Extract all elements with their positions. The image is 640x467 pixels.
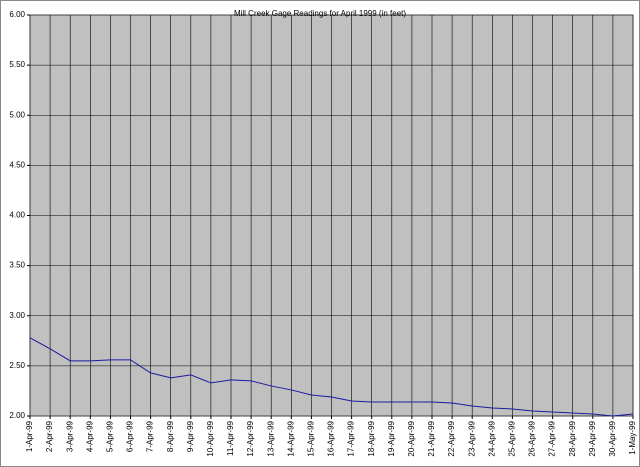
y-tick-label: 3.00 bbox=[9, 311, 25, 320]
x-tick-label: 20-Apr-99 bbox=[407, 420, 416, 456]
y-tick-label: 3.50 bbox=[9, 261, 25, 270]
x-tick-label: 17-Apr-99 bbox=[347, 420, 356, 456]
data-line bbox=[29, 337, 634, 417]
x-tick-label: 10-Apr-99 bbox=[206, 420, 215, 456]
x-tick-label: 18-Apr-99 bbox=[367, 420, 376, 456]
x-tick-label: 9-Apr-99 bbox=[186, 420, 195, 452]
y-tick-label: 5.50 bbox=[9, 60, 25, 69]
x-tick-label: 14-Apr-99 bbox=[286, 420, 295, 456]
x-tick-label: 24-Apr-99 bbox=[487, 420, 496, 456]
chart-title: Mill Creek Gage Readings for April 1999 … bbox=[234, 9, 406, 18]
x-tick-label: 1-May-99 bbox=[628, 420, 637, 454]
x-tick-label: 3-Apr-99 bbox=[65, 420, 74, 452]
x-tick-label: 25-Apr-99 bbox=[508, 420, 517, 456]
x-tick-label: 6-Apr-99 bbox=[126, 420, 135, 452]
y-tick-label: 5.00 bbox=[9, 110, 25, 119]
x-tick-label: 19-Apr-99 bbox=[387, 420, 396, 456]
x-tick-label: 5-Apr-99 bbox=[106, 420, 115, 452]
x-tick-label: 30-Apr-99 bbox=[608, 420, 617, 456]
x-tick-label: 27-Apr-99 bbox=[548, 420, 557, 456]
x-tick-label: 13-Apr-99 bbox=[266, 420, 275, 456]
x-tick-label: 2-Apr-99 bbox=[45, 420, 54, 452]
y-tick-label: 6.00 bbox=[9, 10, 25, 19]
x-tick-label: 12-Apr-99 bbox=[246, 420, 255, 456]
x-tick-label: 21-Apr-99 bbox=[427, 420, 436, 456]
x-tick-label: 28-Apr-99 bbox=[568, 420, 577, 456]
x-tick-label: 7-Apr-99 bbox=[146, 420, 155, 452]
x-tick-label: 4-Apr-99 bbox=[85, 420, 94, 452]
x-tick-label: 22-Apr-99 bbox=[447, 420, 456, 456]
x-tick-label: 16-Apr-99 bbox=[327, 420, 336, 456]
y-tick-label: 2.50 bbox=[9, 361, 25, 370]
x-tick-label: 8-Apr-99 bbox=[166, 420, 175, 452]
y-tick-label: 4.50 bbox=[9, 160, 25, 169]
x-tick-label: 1-Apr-99 bbox=[25, 420, 34, 452]
x-tick-label: 26-Apr-99 bbox=[528, 420, 537, 456]
y-tick-label: 2.00 bbox=[9, 411, 25, 420]
x-tick-label: 11-Apr-99 bbox=[226, 420, 235, 456]
x-tick-label: 23-Apr-99 bbox=[467, 420, 476, 456]
y-tick-label: 4.00 bbox=[9, 211, 25, 220]
x-tick-label: 15-Apr-99 bbox=[307, 420, 316, 456]
x-tick-label: 29-Apr-99 bbox=[588, 420, 597, 456]
